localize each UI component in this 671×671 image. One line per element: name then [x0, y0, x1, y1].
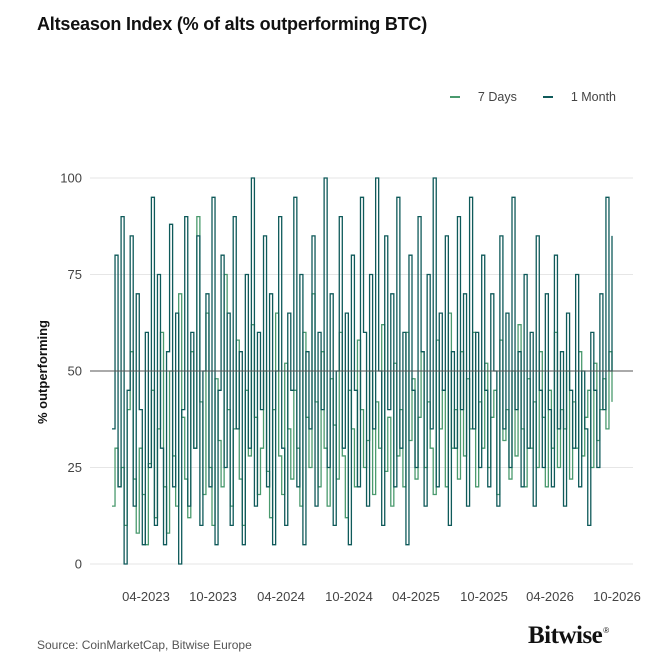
registered-mark: ® — [603, 626, 609, 635]
x-tick-label-10-2025: 10-2025 — [460, 589, 508, 604]
logo-text: Bitwise — [528, 622, 603, 649]
x-tick-label-04-2024: 04-2024 — [257, 589, 305, 604]
legend-label-7-days: 7 Days — [477, 90, 517, 104]
source-note: Source: CoinMarketCap, Bitwise Europe — [37, 638, 252, 652]
series-layer — [112, 177, 613, 565]
series-line-7-days — [112, 215, 613, 546]
y-axis: 0 25 50 75 100 — [60, 171, 82, 572]
x-tick-label-10-2023: 10-2023 — [189, 589, 237, 604]
y-axis-label: % outperforming — [35, 320, 50, 424]
x-tick-label-10-2026: 10-2026 — [593, 589, 641, 604]
legend-item-1-month: 1 Month — [542, 90, 616, 104]
y-tick-label-0: 0 — [75, 557, 82, 572]
x-tick-label-10-2024: 10-2024 — [325, 589, 373, 604]
y-tick-label-25: 25 — [68, 460, 82, 475]
chart-legend: 7 Days 1 Month — [449, 90, 616, 104]
y-tick-label-75: 75 — [68, 267, 82, 282]
y-tick-label-50: 50 — [68, 364, 82, 379]
legend-swatch-7-days — [449, 96, 460, 98]
x-tick-label-04-2025: 04-2025 — [392, 589, 440, 604]
legend-item-7-days: 7 Days — [449, 90, 517, 104]
x-axis: 04-2023 10-2023 04-2024 10-2024 04-2025 10-20… — [122, 589, 641, 604]
legend-label-1-month: 1 Month — [570, 90, 616, 104]
y-tick-label-100: 100 — [60, 171, 82, 186]
chart-title: Altseason Index (% of alts outperforming… — [37, 14, 428, 34]
bitwise-logo: Bitwise® — [528, 622, 609, 650]
series-line-1-month — [112, 177, 613, 565]
legend-swatch-1-month — [542, 96, 553, 98]
x-tick-label-04-2023: 04-2023 — [122, 589, 170, 604]
x-tick-label-04-2026: 04-2026 — [526, 589, 574, 604]
